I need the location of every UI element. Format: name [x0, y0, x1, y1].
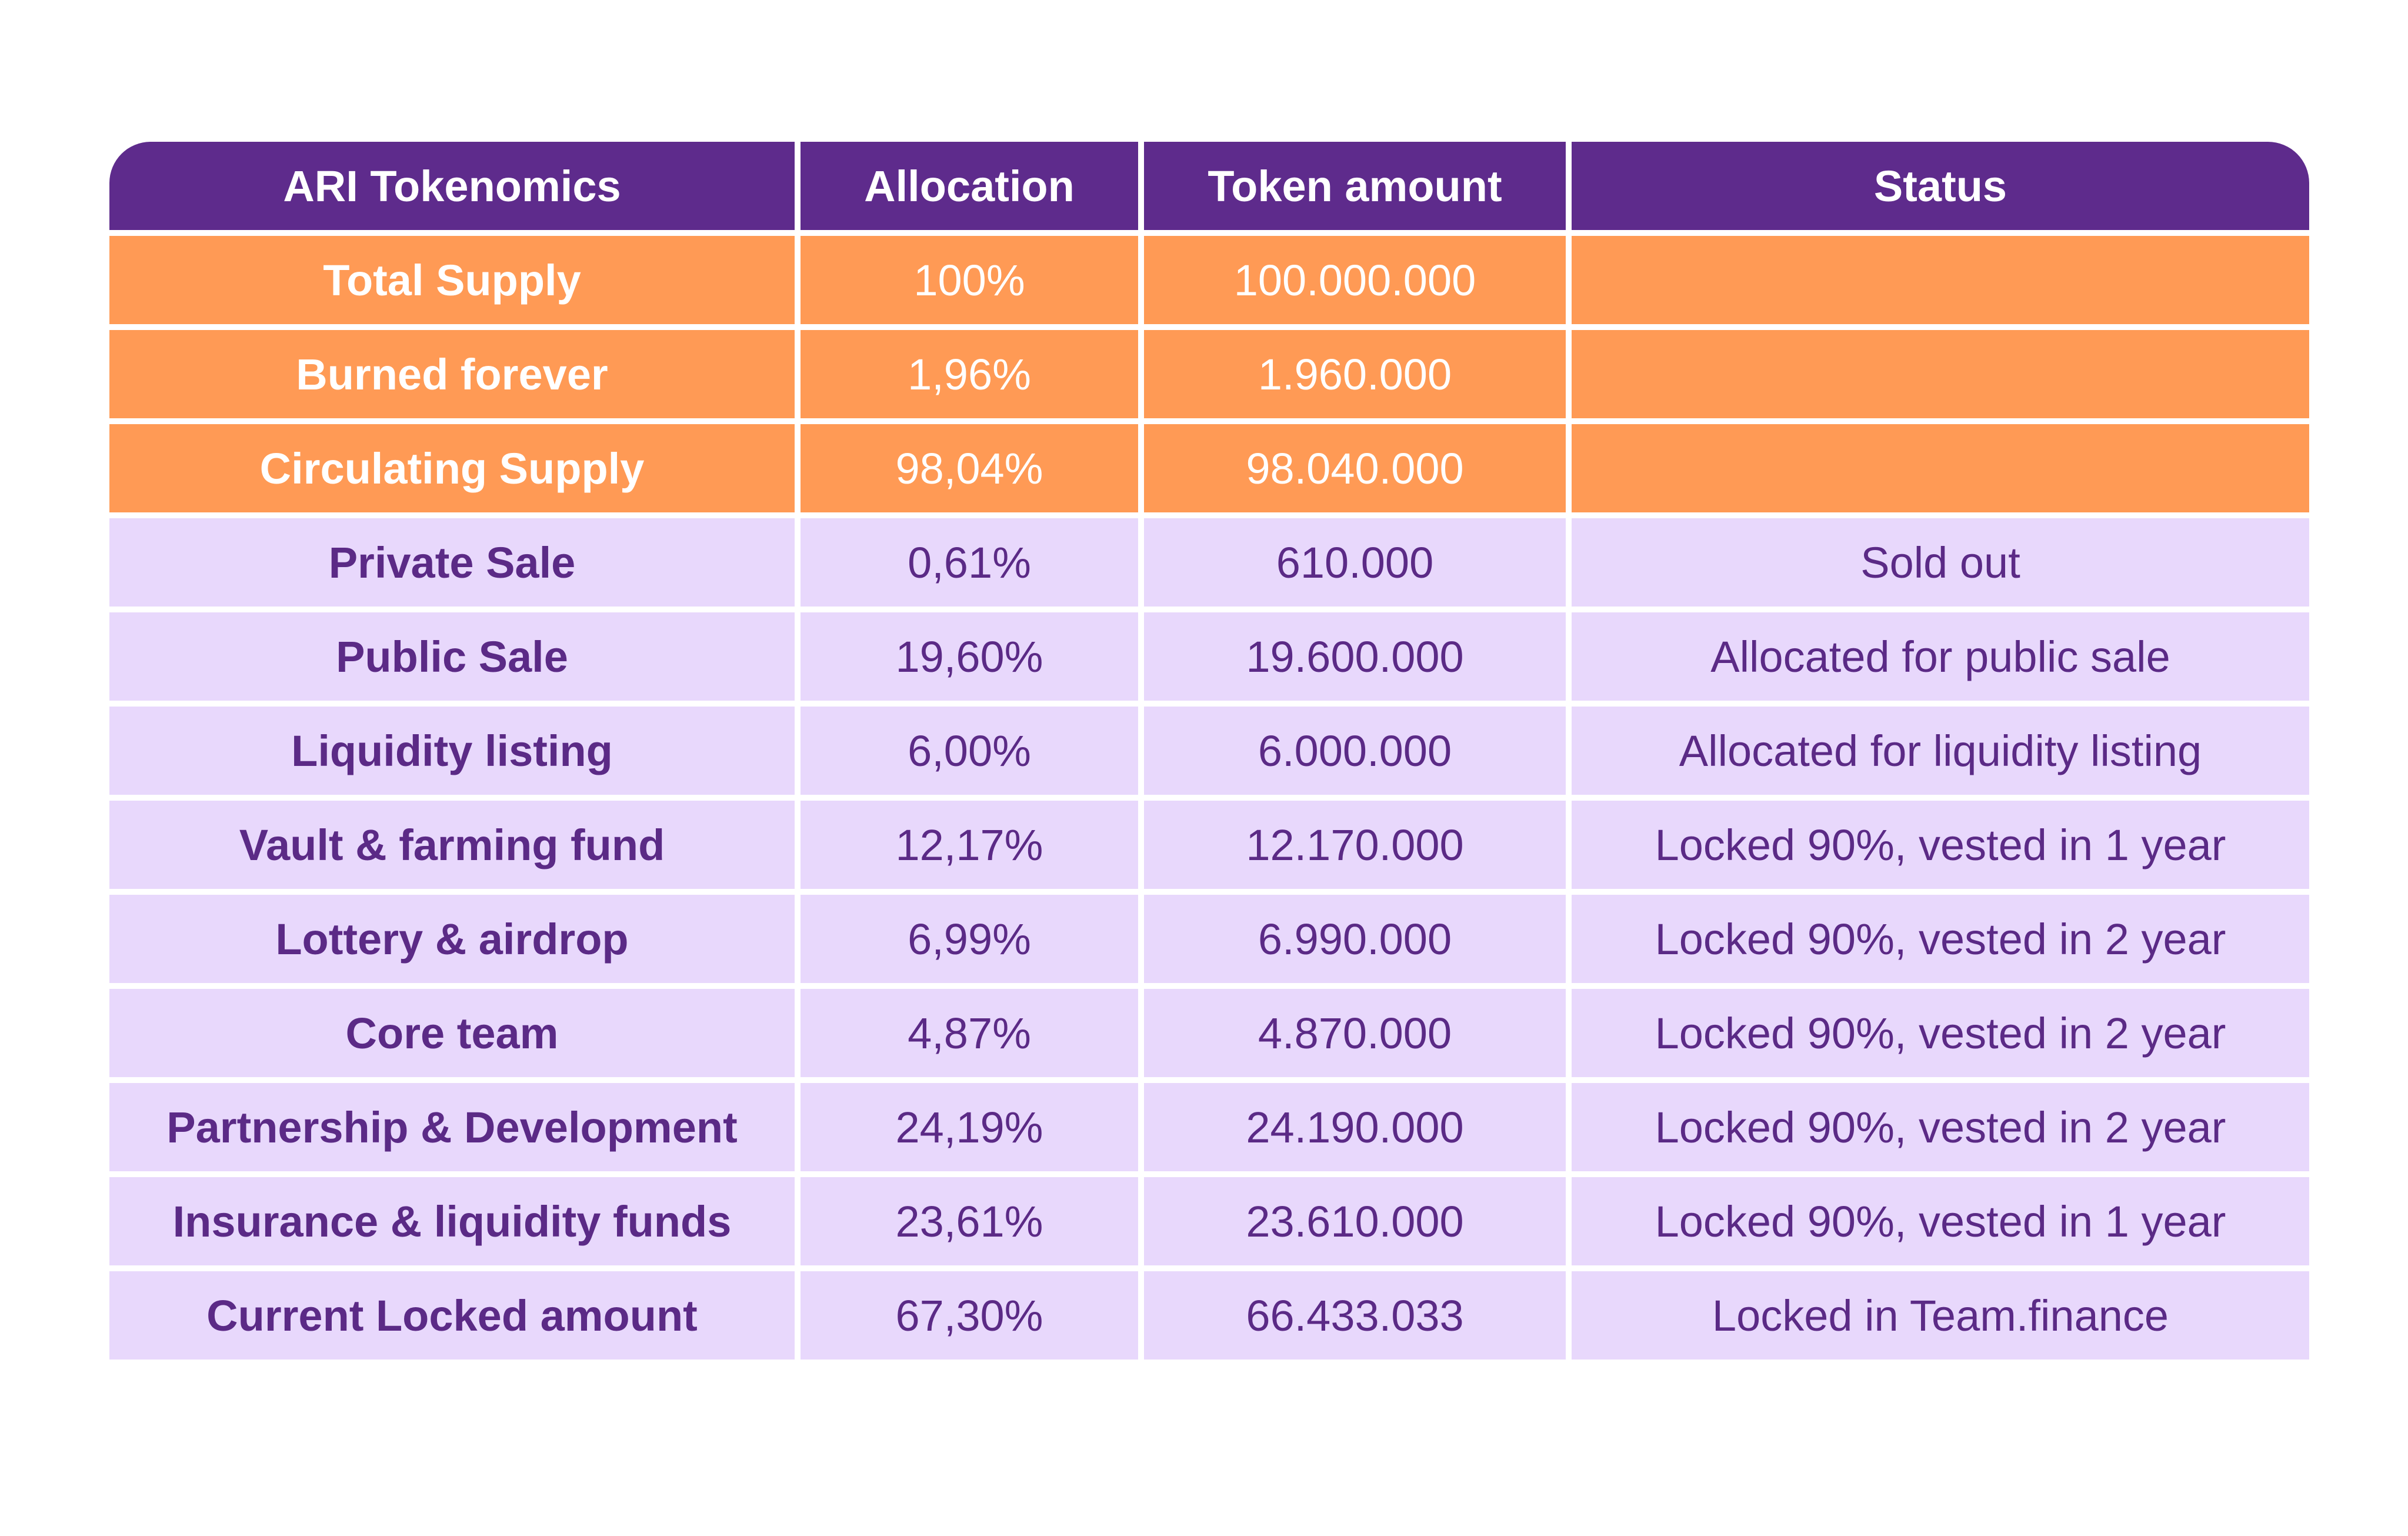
status-cell: Allocated for public sale	[1572, 612, 2309, 701]
table-row: Liquidity listing 6,00% 6.000.000 Allocated…	[109, 707, 2309, 795]
row-label-cell: Core team	[109, 989, 795, 1077]
allocation-cell: 0,61%	[801, 518, 1138, 607]
token-amount-cell: 66.433.033	[1144, 1271, 1566, 1360]
token-amount-cell: 19.600.000	[1144, 612, 1566, 701]
table-row: Total Supply 100% 100.000.000	[109, 236, 2309, 324]
status-cell: Locked 90%, vested in 2 year	[1572, 989, 2309, 1077]
allocation-cell: 23,61%	[801, 1177, 1138, 1265]
status-cell: Locked 90%, vested in 2 year	[1572, 895, 2309, 983]
row-label-cell: Vault & farming fund	[109, 801, 795, 889]
status-cell	[1572, 236, 2309, 324]
status-cell: Sold out	[1572, 518, 2309, 607]
table-row: Private Sale 0,61% 610.000 Sold out	[109, 518, 2309, 607]
tokenomics-table-container: ARI Tokenomics Allocation Token amount S…	[109, 142, 2309, 1360]
row-label-cell: Circulating Supply	[109, 424, 795, 512]
token-amount-cell: 12.170.000	[1144, 801, 1566, 889]
row-label-cell: Liquidity listing	[109, 707, 795, 795]
column-header-token-amount: Token amount	[1144, 142, 1566, 230]
allocation-cell: 19,60%	[801, 612, 1138, 701]
allocation-cell: 4,87%	[801, 989, 1138, 1077]
status-cell: Locked in Team.finance	[1572, 1271, 2309, 1360]
row-label-cell: Partnership & Development	[109, 1083, 795, 1171]
table-row: Circulating Supply 98,04% 98.040.000	[109, 424, 2309, 512]
allocation-cell: 100%	[801, 236, 1138, 324]
status-cell	[1572, 424, 2309, 512]
table-row: Burned forever 1,96% 1.960.000	[109, 330, 2309, 418]
tokenomics-table: ARI Tokenomics Allocation Token amount S…	[104, 136, 2315, 1365]
allocation-cell: 24,19%	[801, 1083, 1138, 1171]
table-row: Public Sale 19,60% 19.600.000 Allocated for…	[109, 612, 2309, 701]
token-amount-cell: 6.990.000	[1144, 895, 1566, 983]
token-amount-cell: 98.040.000	[1144, 424, 1566, 512]
row-label-cell: Lottery & airdrop	[109, 895, 795, 983]
table-row: Partnership & Development 24,19% 24.190.00…	[109, 1083, 2309, 1171]
token-amount-cell: 1.960.000	[1144, 330, 1566, 418]
table-header-row: ARI Tokenomics Allocation Token amount S…	[109, 142, 2309, 230]
token-amount-cell: 610.000	[1144, 518, 1566, 607]
status-cell	[1572, 330, 2309, 418]
row-label-cell: Total Supply	[109, 236, 795, 324]
row-label-cell: Private Sale	[109, 518, 795, 607]
token-amount-cell: 100.000.000	[1144, 236, 1566, 324]
allocation-cell: 67,30%	[801, 1271, 1138, 1360]
status-cell: Locked 90%, vested in 1 year	[1572, 1177, 2309, 1265]
table-row: Insurance & liquidity funds 23,61% 23.610.…	[109, 1177, 2309, 1265]
token-amount-cell: 6.000.000	[1144, 707, 1566, 795]
table-row: Current Locked amount 67,30% 66.433.033 Loc…	[109, 1271, 2309, 1360]
column-header-status: Status	[1572, 142, 2309, 230]
row-label-cell: Insurance & liquidity funds	[109, 1177, 795, 1265]
status-cell: Locked 90%, vested in 1 year	[1572, 801, 2309, 889]
column-header-allocation: Allocation	[801, 142, 1138, 230]
allocation-cell: 1,96%	[801, 330, 1138, 418]
allocation-cell: 98,04%	[801, 424, 1138, 512]
token-amount-cell: 24.190.000	[1144, 1083, 1566, 1171]
allocation-cell: 6,00%	[801, 707, 1138, 795]
status-cell: Allocated for liquidity listing	[1572, 707, 2309, 795]
column-header-tokenomics: ARI Tokenomics	[109, 142, 795, 230]
token-amount-cell: 23.610.000	[1144, 1177, 1566, 1265]
table-row: Core team 4,87% 4.870.000 Locked 90%, veste…	[109, 989, 2309, 1077]
row-label-cell: Burned forever	[109, 330, 795, 418]
table-body: Total Supply 100% 100.000.000 Burned foreve…	[109, 236, 2309, 1360]
allocation-cell: 6,99%	[801, 895, 1138, 983]
row-label-cell: Current Locked amount	[109, 1271, 795, 1360]
table-row: Vault & farming fund 12,17% 12.170.000 Lock…	[109, 801, 2309, 889]
token-amount-cell: 4.870.000	[1144, 989, 1566, 1077]
row-label-cell: Public Sale	[109, 612, 795, 701]
status-cell: Locked 90%, vested in 2 year	[1572, 1083, 2309, 1171]
table-row: Lottery & airdrop 6,99% 6.990.000 Locked 90…	[109, 895, 2309, 983]
allocation-cell: 12,17%	[801, 801, 1138, 889]
